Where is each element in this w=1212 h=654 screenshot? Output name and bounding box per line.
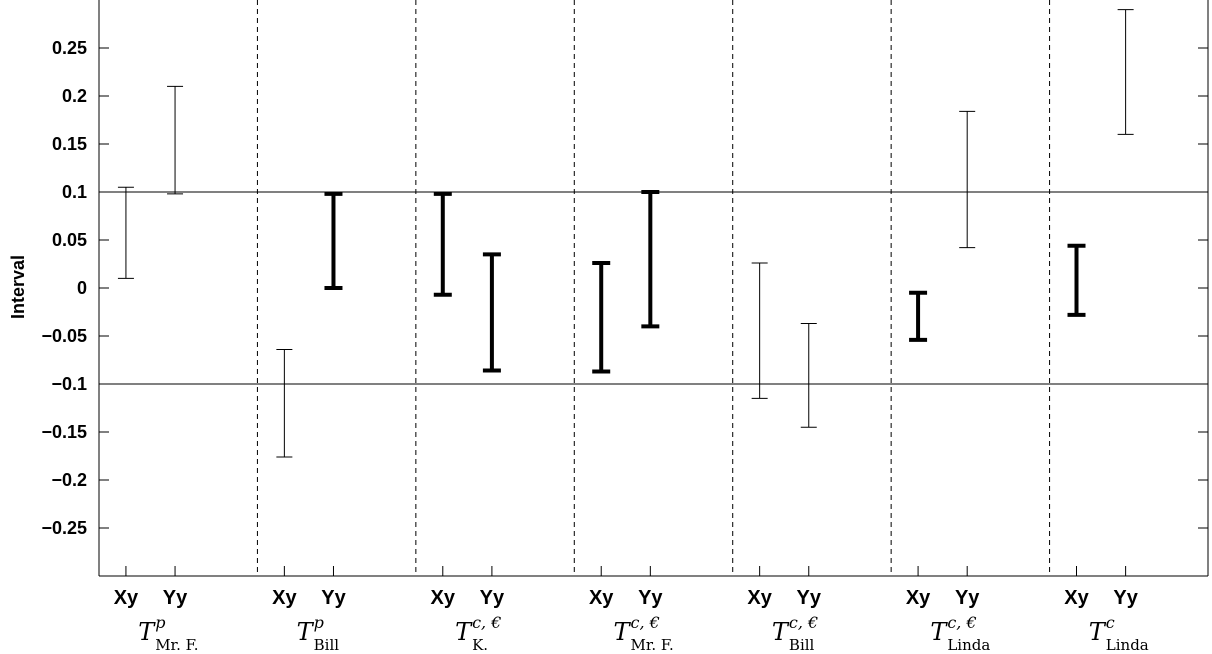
error-bar [641, 190, 660, 576]
error-bar [167, 85, 184, 576]
error-bar [117, 186, 134, 576]
y-tick-label: 0.2 [62, 86, 87, 106]
group-label: T [1089, 618, 1107, 646]
group-label-superscript: c, € [947, 613, 976, 632]
error-bar [1067, 243, 1086, 576]
category-label: Xy [431, 587, 456, 609]
y-tick-label: −0.25 [41, 518, 87, 538]
group-label-superscript: c, € [789, 613, 818, 632]
category-label: Yy [163, 587, 188, 609]
group-label-main: T [1089, 618, 1107, 646]
group-label-superscript: c [1106, 613, 1115, 632]
category-labels: Xy Yy Xy Yy Xy Yy Xy Yy Xy Yy Xy Yy Xy Yy [114, 587, 1139, 609]
group-label-subscript: Bill [314, 636, 340, 654]
error-bar [433, 191, 452, 576]
group-label: T [297, 618, 315, 646]
category-label: Xy [272, 587, 297, 609]
group-label: T [930, 618, 948, 646]
category-label: Xy [747, 587, 772, 609]
y-tick-label: 0 [77, 278, 87, 298]
category-label: Yy [321, 587, 346, 609]
error-bar [1117, 9, 1134, 576]
y-tick-label: 0.05 [52, 230, 87, 250]
group-label-subscript: Linda [1106, 636, 1149, 654]
error-bar [909, 290, 928, 576]
group-label: T [455, 618, 473, 646]
category-label: Yy [1113, 587, 1138, 609]
group-label: T [772, 618, 790, 646]
error-bar [751, 262, 768, 576]
group-label-superscript: c, € [631, 613, 660, 632]
category-label: Yy [797, 587, 822, 609]
y-tick-label: −0.15 [41, 422, 87, 442]
group-label-subscript: Mr. F. [631, 636, 674, 654]
plot-frame [98, 0, 1209, 577]
category-label: Yy [955, 587, 980, 609]
category-label: Xy [906, 587, 931, 609]
group-label-main: T [297, 618, 315, 646]
group-label-subscript: Linda [947, 636, 990, 654]
category-label: Yy [480, 587, 505, 609]
y-tick-label: −0.2 [51, 470, 87, 490]
category-label: Xy [114, 587, 139, 609]
error-bar [276, 348, 293, 576]
reference-lines [99, 191, 1208, 385]
y-tick-label: 0.1 [62, 182, 87, 202]
group-label-superscript: p [314, 613, 324, 632]
category-label: Xy [589, 587, 614, 609]
group-separators [256, 0, 1051, 576]
group-label-main: T [455, 618, 473, 646]
group-label-superscript: p [155, 613, 165, 632]
y-tick-label: −0.1 [51, 374, 87, 394]
error-bar [482, 252, 501, 576]
y-tick-label: 0.25 [52, 38, 87, 58]
group-label-subscript: Mr. F. [155, 636, 198, 654]
group-label-main: T [930, 618, 948, 646]
group-label-superscript: c, € [472, 613, 501, 632]
error-bar [959, 110, 976, 576]
error-bar [592, 261, 611, 576]
group-label-main: T [614, 618, 632, 646]
y-axis-label: Interval [8, 255, 28, 319]
error-bar [324, 191, 343, 576]
y-tick-label: 0.15 [52, 134, 87, 154]
group-label: T [138, 618, 156, 646]
category-label: Xy [1064, 587, 1089, 609]
group-label-main: T [138, 618, 156, 646]
error-bars [117, 9, 1134, 576]
y-tick-label: −0.05 [41, 326, 87, 346]
y-axis: −0.25 −0.2 −0.15 −0.1 −0.05 0 0.05 0.1 0.15 0.2 0.… [41, 38, 1208, 538]
group-label-subscript: K. [472, 636, 488, 654]
group-label: T [614, 618, 632, 646]
category-label: Yy [638, 587, 663, 609]
group-label-subscript: Bill [789, 636, 815, 654]
error-bar [800, 323, 817, 576]
group-label-main: T [772, 618, 790, 646]
